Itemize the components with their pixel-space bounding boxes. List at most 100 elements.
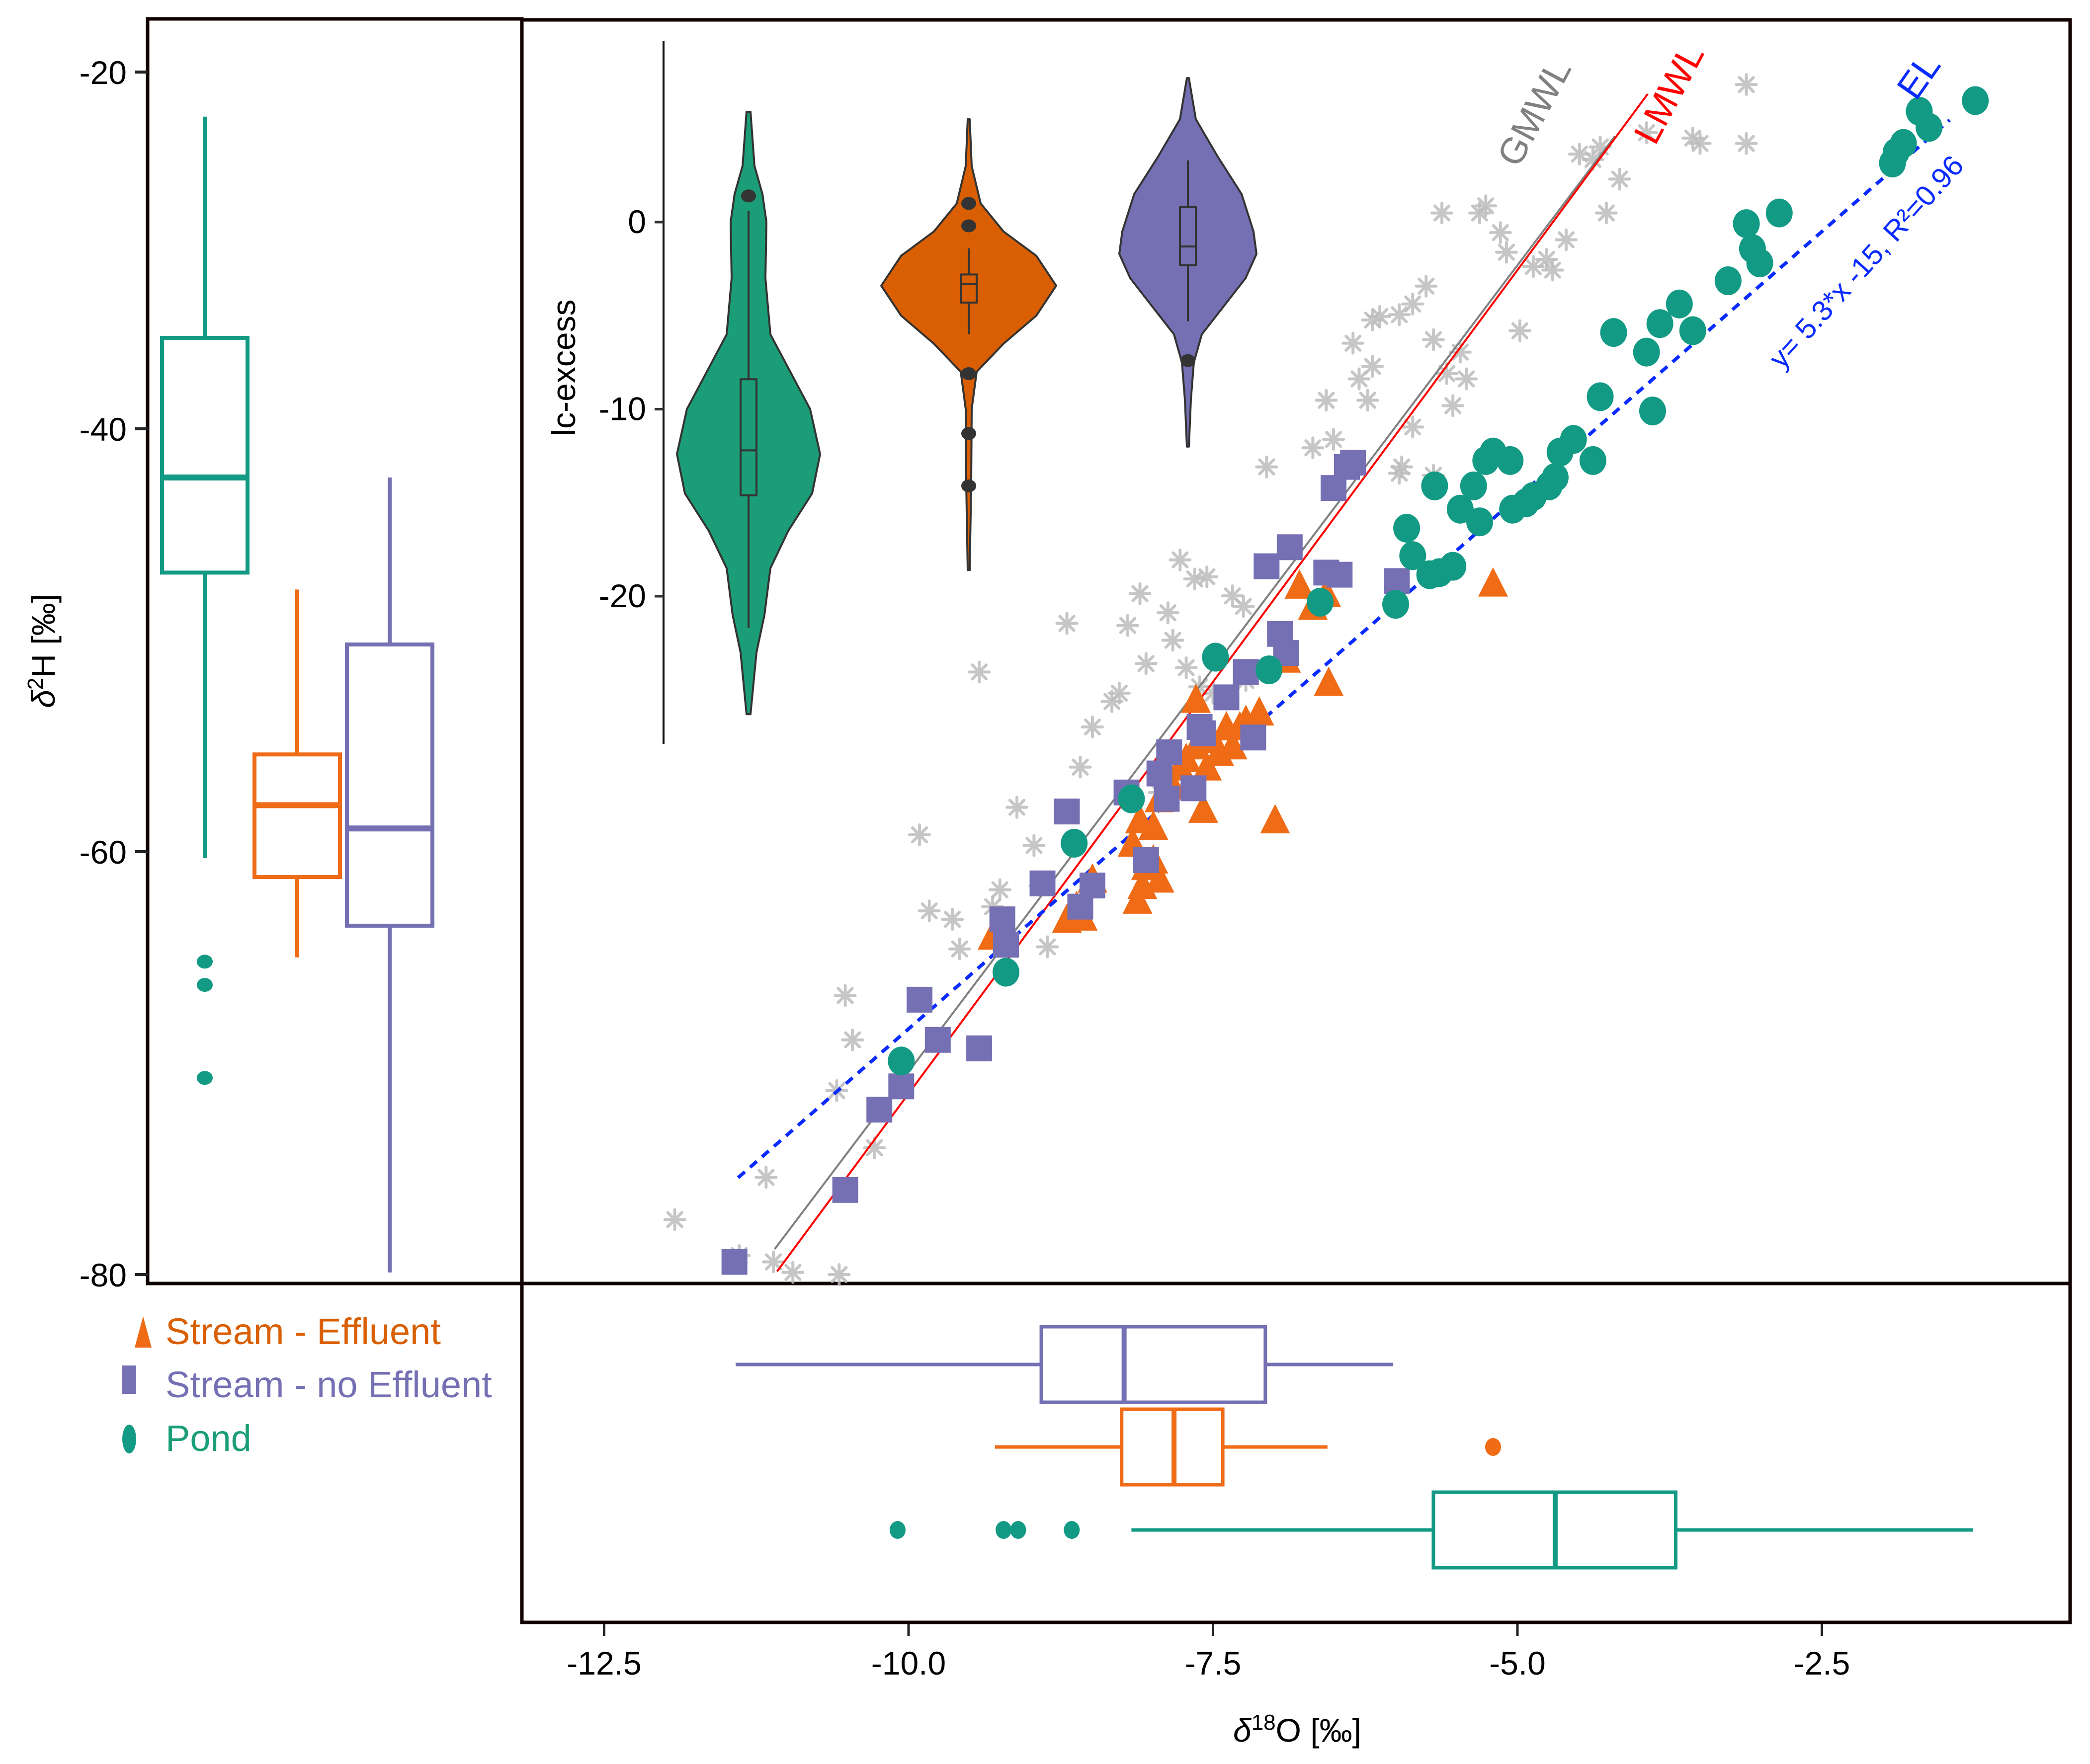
circle-marker (1472, 446, 1500, 475)
asterisk-marker (1301, 436, 1325, 460)
asterisk-marker (1156, 601, 1179, 625)
square-marker (888, 1073, 915, 1100)
violin-y-axis-title: lc-excess (545, 299, 582, 436)
asterisk-marker (968, 660, 991, 684)
asterisk-stroke (1258, 458, 1275, 476)
circle-marker (1118, 784, 1145, 813)
asterisk-marker (1361, 309, 1384, 332)
asterisk-marker (918, 899, 941, 923)
square-marker (1079, 873, 1105, 899)
violin-outlier-point (961, 427, 976, 440)
asterisk-marker (941, 908, 964, 931)
boxplot-no_effluent (345, 477, 434, 1273)
asterisk-stroke (1131, 585, 1149, 603)
gmwl-label: GMWL (1489, 52, 1579, 172)
x-tick-label: -7.5 (1185, 1645, 1242, 1682)
outlier-point (197, 1071, 213, 1085)
triangle-marker (1144, 863, 1174, 893)
asterisk-stroke (1325, 431, 1342, 448)
boxplot-effluent (252, 589, 342, 958)
asterisk-marker (828, 1263, 851, 1286)
asterisk-stroke (764, 1253, 782, 1271)
asterisk-stroke (1198, 568, 1216, 585)
circle-marker (1399, 541, 1426, 570)
asterisk-marker (1036, 935, 1059, 959)
asterisk-marker (1069, 755, 1092, 779)
asterisk-marker (1388, 303, 1411, 326)
el-equation-label: y= 5.3*x -15, R²=0.96 (1762, 150, 1970, 375)
circle-marker (1466, 507, 1494, 537)
square-marker (1327, 561, 1353, 588)
square-marker (1384, 568, 1410, 594)
asterisk-marker (948, 937, 971, 961)
box (1039, 1325, 1267, 1404)
asterisk-stroke (1171, 551, 1189, 568)
asterisk-stroke (1364, 358, 1381, 375)
violin-no_effluent (1118, 77, 1257, 448)
square-marker (993, 932, 1019, 958)
asterisk-stroke (951, 940, 969, 958)
y-tick-label: -60 (80, 834, 127, 871)
asterisk-stroke (1477, 197, 1495, 215)
violin-pond (676, 110, 821, 716)
y-axis-title-prefix: δ (25, 689, 62, 708)
circle-marker (1633, 337, 1660, 367)
asterisk-marker (1421, 328, 1445, 351)
x-tick-label: -5.0 (1489, 1645, 1546, 1682)
asterisk-marker (1608, 167, 1631, 191)
violin-body (676, 110, 821, 716)
asterisk-stroke (1177, 659, 1195, 676)
asterisk-stroke (1571, 145, 1588, 163)
triangle-marker (1138, 810, 1169, 840)
circle-marker (1639, 397, 1666, 426)
asterisk-marker (1415, 274, 1438, 298)
triangle-marker (1181, 683, 1211, 713)
asterisk-marker (1594, 201, 1618, 225)
asterisk-stroke (991, 881, 1008, 898)
x-axis-title: δ18O [‰] (1233, 1710, 1361, 1749)
asterisk-stroke (844, 1031, 861, 1048)
triangle-marker (1314, 666, 1344, 696)
outlier-point (1010, 1521, 1026, 1539)
triangle-marker (1192, 751, 1222, 781)
asterisk-marker (988, 878, 1011, 901)
asterisk-marker (1441, 394, 1465, 417)
outlier-point (1485, 1438, 1501, 1456)
asterisk-marker (1055, 612, 1079, 635)
legend-label-no-effluent: Stream - no Effluent (166, 1364, 492, 1405)
asterisk-stroke (1224, 587, 1241, 605)
series-other (663, 73, 1758, 1286)
triangle-marker (1478, 567, 1508, 597)
asterisk-stroke (1418, 277, 1435, 295)
square-marker (866, 1097, 893, 1123)
legend-item-pond: Pond (122, 1418, 251, 1459)
asterisk-stroke (1391, 306, 1408, 323)
violin-outlier-point (961, 479, 976, 492)
asterisk-stroke (1119, 617, 1137, 634)
circle-marker (1714, 266, 1742, 296)
circle-marker-icon (122, 1425, 136, 1453)
asterisk-stroke (1738, 135, 1755, 152)
x-tick-label: -2.5 (1794, 1645, 1850, 1682)
asterisk-marker (1232, 595, 1255, 618)
square-marker (1133, 847, 1159, 874)
legend: Stream - Effluent Stream - no Effluent P… (122, 1311, 492, 1459)
asterisk-stroke (1457, 370, 1475, 388)
square-marker (907, 986, 933, 1013)
circle-marker (1541, 463, 1569, 492)
circle-marker (1255, 655, 1283, 685)
asterisk-stroke (866, 1139, 883, 1156)
asterisk-stroke (1511, 322, 1529, 339)
asterisk-marker (1688, 132, 1712, 155)
outlier-point (889, 1521, 906, 1539)
outlier-point (197, 955, 213, 969)
y-tick-label: -20 (80, 54, 127, 91)
asterisk-stroke (1359, 392, 1376, 409)
square-marker (924, 1027, 951, 1053)
y-axis-title-suffix: H [‰] (25, 594, 62, 678)
y-tick-label: -80 (80, 1257, 127, 1293)
circle-marker (1307, 587, 1334, 617)
asterisk-stroke (911, 826, 928, 844)
y-axis: -20 -40 -60 -80 (80, 54, 148, 1293)
violin-box (960, 273, 978, 304)
